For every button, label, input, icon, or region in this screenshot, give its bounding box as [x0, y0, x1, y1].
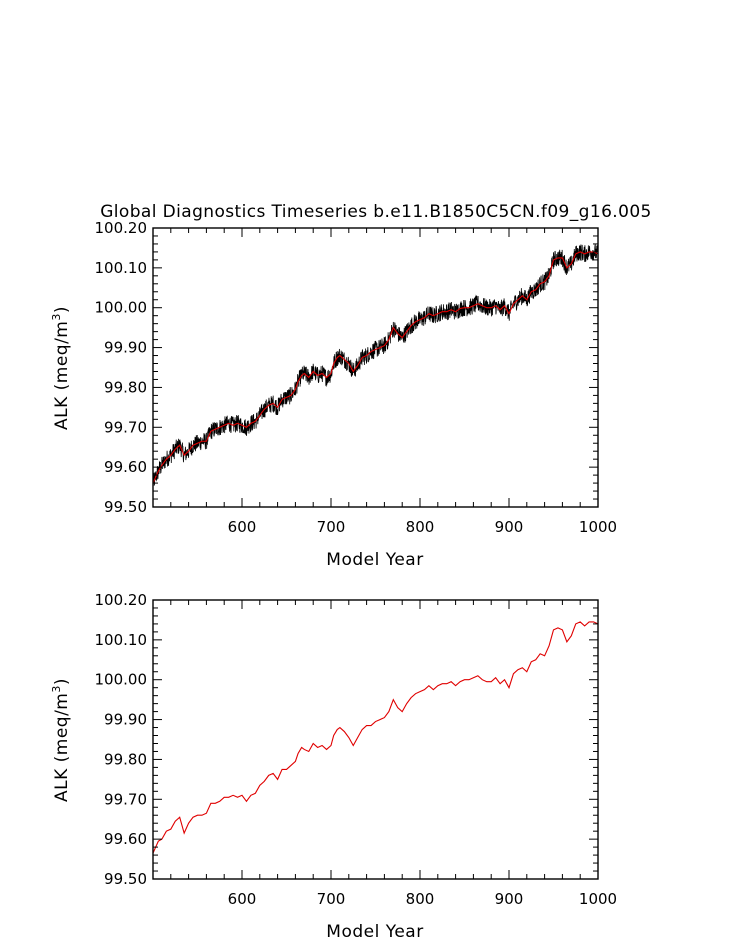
bottom-y-axis-title: ALK (meq/m3): [50, 678, 72, 802]
bottom-series-annual-mean: [152, 621, 599, 854]
bottom-y-axis-title-close: ): [52, 678, 72, 685]
top-x-axis-title: Model Year: [326, 550, 423, 570]
bottom-y-tick-label: 99.90: [104, 711, 147, 729]
bottom-data-layer: [152, 621, 599, 854]
bottom-x-tick-label: 1000: [579, 890, 617, 908]
top-data-layer: [152, 244, 599, 486]
bottom-plot-frame: [152, 599, 599, 880]
bottom-x-tick-label: 700: [317, 890, 346, 908]
bottom-panel: 600 700 800 900 1000 99.50 99.60 99.70 99.80 99.9…: [50, 591, 617, 942]
top-series-annual-mean: [152, 251, 599, 484]
top-y-tick-label: 99.70: [104, 418, 147, 436]
bottom-x-tick-label: 900: [495, 890, 524, 908]
top-y-axis-title-close: ): [52, 306, 72, 313]
bottom-y-tick-label: 99.50: [104, 870, 147, 888]
top-y-tick-label: 100.20: [95, 219, 148, 237]
top-y-axis-title-main: ALK (meq/m: [52, 321, 72, 430]
top-panel: 600 700 800 900 1000 99.50 99.60 99.70 99.80 99.9…: [50, 219, 617, 570]
top-ticks: 600 700 800 900 1000 99.50 99.60 99.70 99.80 99.9…: [95, 219, 618, 536]
top-y-axis-title-sup: 3: [50, 313, 63, 321]
bottom-y-tick-label: 100.10: [95, 631, 148, 649]
top-x-tick-label: 900: [495, 518, 524, 536]
bottom-x-tick-label: 800: [406, 890, 435, 908]
bottom-y-tick-label: 99.60: [104, 830, 147, 848]
bottom-y-tick-label: 100.00: [95, 671, 148, 689]
top-y-tick-label: 100.10: [95, 259, 148, 277]
top-y-tick-label: 99.90: [104, 339, 147, 357]
chart-title: Global Diagnostics Timeseries b.e11.B185…: [100, 202, 652, 222]
top-x-tick-label: 1000: [579, 518, 617, 536]
bottom-y-axis-title-main: ALK (meq/m: [52, 693, 72, 802]
top-plot-frame: [152, 227, 599, 508]
top-y-tick-label: 99.50: [104, 498, 147, 516]
top-y-axis-title: ALK (meq/m3): [50, 306, 72, 430]
bottom-y-tick-label: 99.70: [104, 790, 147, 808]
top-x-tick-label: 800: [406, 518, 435, 536]
bottom-y-tick-label: 99.80: [104, 750, 147, 768]
bottom-ticks: 600 700 800 900 1000 99.50 99.60 99.70 99.80 99.9…: [95, 591, 618, 908]
bottom-y-axis-title-sup: 3: [50, 685, 63, 693]
top-x-tick-label: 600: [228, 518, 257, 536]
top-y-tick-label: 99.60: [104, 458, 147, 476]
bottom-x-tick-label: 600: [228, 890, 257, 908]
top-y-tick-label: 100.00: [95, 299, 148, 317]
top-x-tick-label: 700: [317, 518, 346, 536]
top-series-monthly: [152, 244, 599, 486]
bottom-y-tick-label: 100.20: [95, 591, 148, 609]
bottom-x-axis-title: Model Year: [326, 922, 423, 942]
top-y-tick-label: 99.80: [104, 378, 147, 396]
